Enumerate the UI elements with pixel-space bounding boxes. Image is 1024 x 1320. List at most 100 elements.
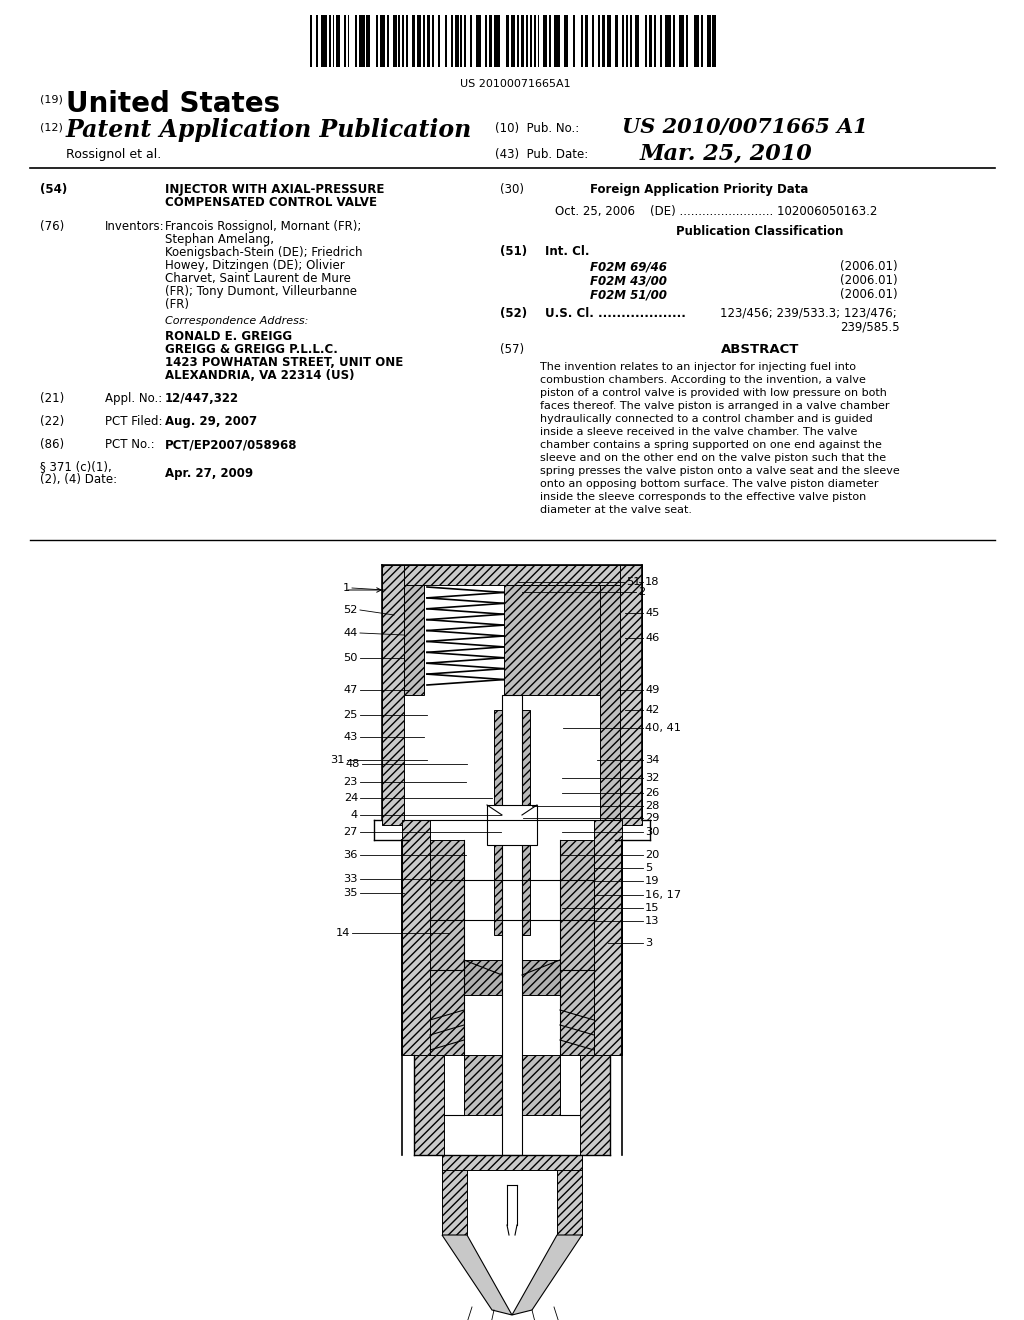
Text: 123/456; 239/533.3; 123/476;: 123/456; 239/533.3; 123/476; — [720, 308, 897, 319]
Bar — [581, 15, 583, 67]
Text: GREIGG & GREIGG P.L.L.C.: GREIGG & GREIGG P.L.L.C. — [165, 343, 338, 356]
Text: onto an opposing bottom surface. The valve piston diameter: onto an opposing bottom surface. The val… — [540, 479, 879, 488]
Text: inside the sleeve corresponds to the effective valve piston: inside the sleeve corresponds to the eff… — [540, 492, 866, 502]
Text: (22): (22) — [40, 414, 65, 428]
Text: 40, 41: 40, 41 — [645, 723, 681, 733]
Bar — [358, 15, 365, 67]
Text: 50: 50 — [343, 653, 358, 663]
Text: Oct. 25, 2006    (DE) ......................... 102006050163.2: Oct. 25, 2006 (DE) .....................… — [555, 205, 878, 218]
Bar — [355, 15, 357, 67]
Bar — [573, 15, 575, 67]
Bar — [585, 15, 589, 67]
Text: ABSTRACT: ABSTRACT — [721, 343, 799, 356]
Text: 34: 34 — [645, 755, 659, 766]
Bar — [402, 820, 430, 1055]
Text: (2006.01): (2006.01) — [840, 275, 898, 286]
Text: 2: 2 — [638, 587, 645, 597]
Bar — [367, 15, 371, 67]
Text: 31: 31 — [331, 755, 345, 766]
Text: inside a sleeve received in the valve chamber. The valve: inside a sleeve received in the valve ch… — [540, 426, 857, 437]
Text: Inventors:: Inventors: — [105, 220, 165, 234]
Text: 14: 14 — [336, 928, 350, 939]
Text: (21): (21) — [40, 392, 65, 405]
Text: 30: 30 — [645, 828, 659, 837]
Bar — [564, 15, 567, 67]
Text: 45: 45 — [645, 609, 659, 618]
Bar — [607, 15, 611, 67]
Text: Foreign Application Priority Data: Foreign Application Priority Data — [590, 183, 808, 195]
Bar — [530, 15, 531, 67]
Text: 52: 52 — [344, 605, 358, 615]
Bar — [648, 15, 652, 67]
Bar — [430, 840, 464, 1055]
Bar — [522, 1055, 560, 1115]
Polygon shape — [512, 1236, 582, 1315]
Text: (76): (76) — [40, 220, 65, 234]
Bar — [406, 15, 408, 67]
Text: US 2010/0071665 A1: US 2010/0071665 A1 — [622, 117, 867, 137]
Text: 26: 26 — [645, 788, 659, 799]
Bar — [487, 805, 537, 845]
Text: PCT Filed:: PCT Filed: — [105, 414, 163, 428]
Bar — [549, 15, 551, 67]
Bar — [520, 15, 524, 67]
Bar — [347, 15, 349, 67]
Text: faces thereof. The valve piston is arranged in a valve chamber: faces thereof. The valve piston is arran… — [540, 401, 890, 411]
Bar — [654, 15, 656, 67]
Bar — [475, 15, 481, 67]
Bar — [543, 15, 547, 67]
Bar — [412, 15, 416, 67]
Bar — [526, 15, 528, 67]
Bar — [580, 1055, 610, 1155]
Bar — [417, 15, 421, 67]
Text: RONALD E. GREIGG: RONALD E. GREIGG — [165, 330, 292, 343]
Text: 43: 43 — [344, 733, 358, 742]
Text: sleeve and on the other end on the valve piston such that the: sleeve and on the other end on the valve… — [540, 453, 886, 463]
Bar — [620, 565, 642, 825]
Bar — [445, 15, 447, 67]
Bar — [594, 820, 622, 1055]
Text: 1: 1 — [343, 583, 350, 593]
Bar — [557, 1155, 582, 1236]
Bar — [538, 15, 540, 67]
Text: Aug. 29, 2007: Aug. 29, 2007 — [165, 414, 257, 428]
Text: 20: 20 — [645, 850, 659, 861]
Text: combustion chambers. According to the invention, a valve: combustion chambers. According to the in… — [540, 375, 866, 385]
Text: 24: 24 — [344, 793, 358, 803]
Bar — [522, 710, 530, 935]
Text: 42: 42 — [645, 705, 659, 715]
Bar — [701, 15, 703, 67]
Bar — [495, 15, 500, 67]
Text: F02M 69/46: F02M 69/46 — [590, 260, 667, 273]
Bar — [344, 15, 346, 67]
Bar — [329, 15, 331, 67]
Bar — [451, 15, 453, 67]
Bar — [673, 15, 675, 67]
Text: (30): (30) — [500, 183, 524, 195]
Text: (2006.01): (2006.01) — [840, 288, 898, 301]
Bar — [659, 15, 662, 67]
Text: F02M 51/00: F02M 51/00 — [590, 288, 667, 301]
Text: (19): (19) — [40, 95, 62, 106]
Bar — [470, 15, 472, 67]
Text: 23: 23 — [344, 777, 358, 787]
Bar — [427, 15, 430, 67]
Text: (10)  Pub. No.:: (10) Pub. No.: — [495, 121, 580, 135]
Text: hydraulically connected to a control chamber and is guided: hydraulically connected to a control cha… — [540, 414, 872, 424]
Bar — [382, 565, 404, 825]
Bar — [442, 1155, 467, 1236]
Text: U.S. Cl. ...................: U.S. Cl. ................... — [545, 308, 686, 319]
Bar — [560, 840, 594, 1055]
Bar — [442, 1155, 582, 1170]
Text: diameter at the valve seat.: diameter at the valve seat. — [540, 506, 692, 515]
Bar — [494, 710, 502, 935]
Bar — [601, 15, 605, 67]
Bar — [387, 15, 389, 67]
Text: 3: 3 — [645, 939, 652, 948]
Text: chamber contains a spring supported on one end against the: chamber contains a spring supported on o… — [540, 440, 882, 450]
Text: 19: 19 — [645, 876, 659, 886]
Text: (2006.01): (2006.01) — [840, 260, 898, 273]
Text: (FR); Tony Dumont, Villeurbanne: (FR); Tony Dumont, Villeurbanne — [165, 285, 357, 298]
Bar — [614, 15, 618, 67]
Bar — [686, 15, 688, 67]
